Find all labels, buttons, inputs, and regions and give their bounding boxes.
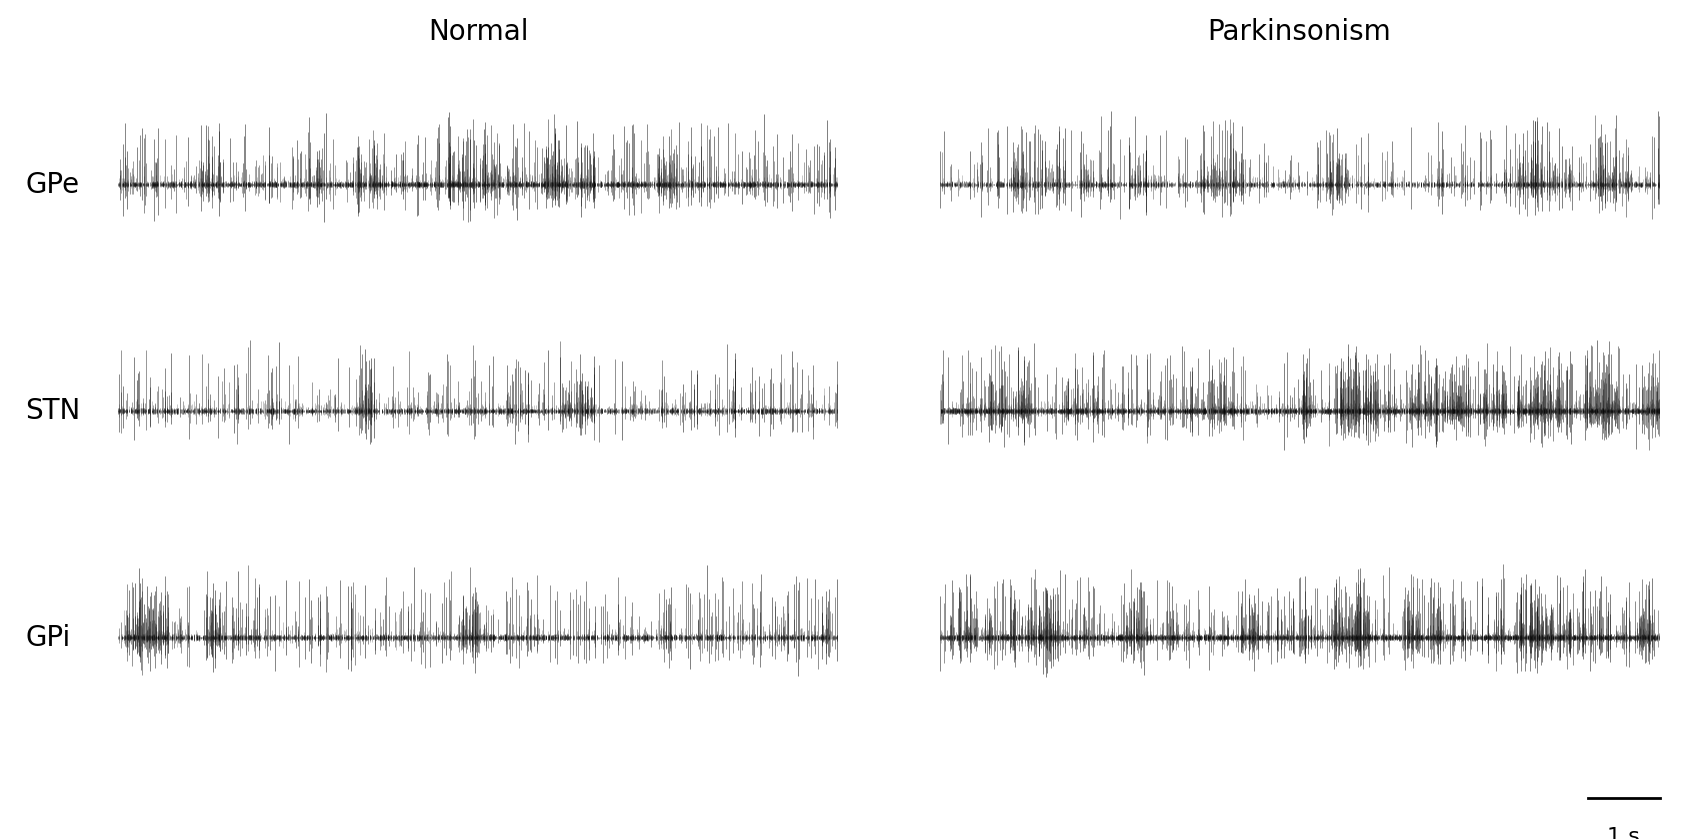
Text: STN: STN: [25, 397, 81, 425]
Text: 1 s: 1 s: [1607, 827, 1640, 839]
Text: GPe: GPe: [25, 170, 79, 199]
Text: Normal: Normal: [428, 18, 529, 46]
Text: GPi: GPi: [25, 623, 71, 652]
Text: Parkinsonism: Parkinsonism: [1208, 18, 1392, 46]
